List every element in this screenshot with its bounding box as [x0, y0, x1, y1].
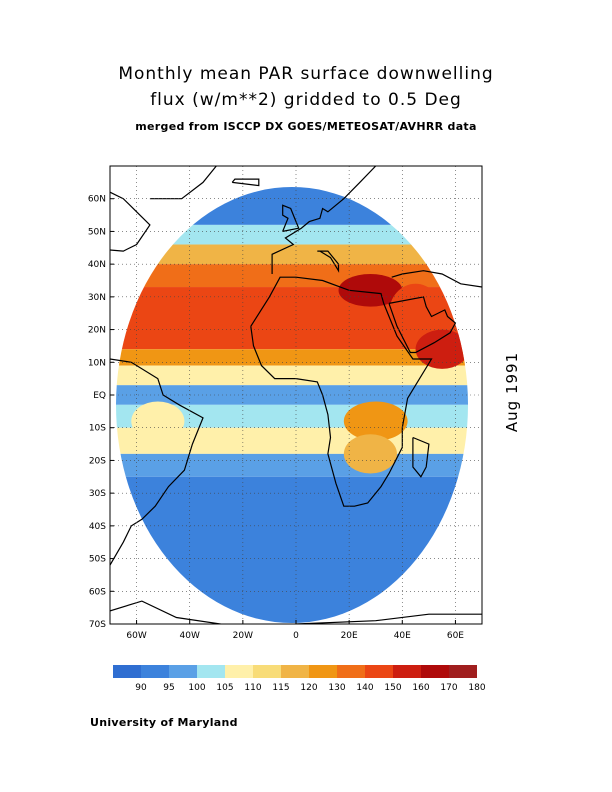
map-title-line-1: Monthly mean PAR surface downwelling	[118, 64, 494, 84]
field-band-3	[116, 264, 468, 288]
italy-coastline	[317, 250, 340, 273]
uk-coastline	[282, 204, 300, 232]
field-band-5	[116, 349, 468, 366]
colorbar-swatch	[113, 665, 141, 678]
colorbar-swatch	[365, 665, 393, 678]
colorbar-label: 120	[300, 683, 317, 693]
colorbar-swatch	[169, 665, 197, 678]
lat-tick-label: 30S	[89, 489, 106, 499]
field-patch-0	[338, 273, 403, 307]
lat-tick-label: 20N	[88, 326, 106, 336]
colorbar-swatch	[197, 665, 225, 678]
colorbar-swatch	[253, 665, 281, 678]
lat-tick-label: 70S	[89, 620, 106, 630]
colorbar-swatch	[337, 665, 365, 678]
colorbar-label: 130	[328, 683, 345, 693]
lat-tick-label: 10N	[88, 358, 106, 368]
africa-coastline	[250, 276, 433, 507]
lon-tick-label: 60E	[447, 631, 464, 641]
field-band-7	[116, 385, 468, 405]
colorbar-swatch	[393, 665, 421, 678]
lon-tick-label: 20E	[341, 631, 358, 641]
colorbar-label: 105	[216, 683, 233, 693]
field-patch-4	[343, 434, 397, 474]
antarctica-coastline	[110, 600, 482, 624]
colorbar-label: 140	[356, 683, 373, 693]
north-america-coastline	[110, 191, 151, 252]
field-band-1	[116, 224, 468, 245]
colorbar-swatch	[225, 665, 253, 678]
colorbar-label: 150	[384, 683, 401, 693]
colorbar: 90 95 100 105 110 115 120 130 140 150 160 170 180	[113, 665, 486, 693]
field-patch-3	[343, 401, 408, 441]
colorbar-label: 110	[244, 683, 261, 693]
field-patch-5	[131, 401, 185, 441]
asia-coastline	[391, 270, 482, 288]
lon-tick-label: 60W	[126, 631, 146, 641]
iceland-coastline	[231, 178, 260, 187]
lat-tick-label: 10S	[89, 424, 106, 434]
lat-tick-label: 50N	[88, 227, 106, 237]
colorbar-label: 95	[163, 683, 174, 693]
lat-lon-grid	[110, 166, 482, 625]
lon-tick-label: 40E	[394, 631, 411, 641]
colorbar-swatch	[421, 665, 449, 678]
map-date: Aug 1991	[503, 351, 521, 433]
lon-tick-label: 20W	[233, 631, 253, 641]
map-title-line-2: flux (w/m**2) gridded to 0.5 Deg	[150, 90, 462, 110]
colorbar-swatch	[281, 665, 309, 678]
colorbar-swatch	[141, 665, 169, 678]
colorbar-label: 170	[440, 683, 457, 693]
colorbar-swatch	[309, 665, 337, 678]
lon-tick-label: 0	[293, 631, 299, 641]
lat-tick-label: EQ	[93, 391, 106, 401]
field-band-6	[116, 365, 468, 386]
lat-tick-label: 40N	[88, 260, 106, 270]
lon-tick-label: 40W	[180, 631, 200, 641]
colorbar-label: 115	[272, 683, 289, 693]
lat-tick-label: 20S	[89, 456, 106, 466]
south-america-coastline	[110, 358, 204, 566]
colorbar-label: 100	[188, 683, 205, 693]
colorbar-label: 160	[412, 683, 429, 693]
field-band-2	[116, 244, 468, 265]
lat-tick-label: 60S	[89, 587, 106, 597]
greenland-coastline	[149, 166, 217, 200]
europe-coastline	[271, 166, 377, 274]
colorbar-label: 90	[135, 683, 147, 693]
lat-tick-label: 40S	[89, 522, 106, 532]
lat-tick-label: 60N	[88, 195, 106, 205]
colorbar-label: 180	[468, 683, 485, 693]
latitude-labels: 60N 50N 40N 30N 20N 10N EQ 10S 20S 30S 40S 50S 60S 70…	[88, 195, 114, 630]
lat-tick-label: 50S	[89, 555, 106, 565]
longitude-labels: 60W 40W 20W 0 20E 40E 60E	[126, 620, 464, 641]
credit-label: University of Maryland	[90, 716, 238, 729]
map-subtitle: merged from ISCCP DX GOES/METEOSAT/AVHRR…	[135, 120, 477, 133]
lat-tick-label: 30N	[88, 293, 106, 303]
madagascar-coastline	[412, 436, 430, 478]
colorbar-swatch	[449, 665, 477, 678]
field-patch-2	[415, 329, 468, 369]
